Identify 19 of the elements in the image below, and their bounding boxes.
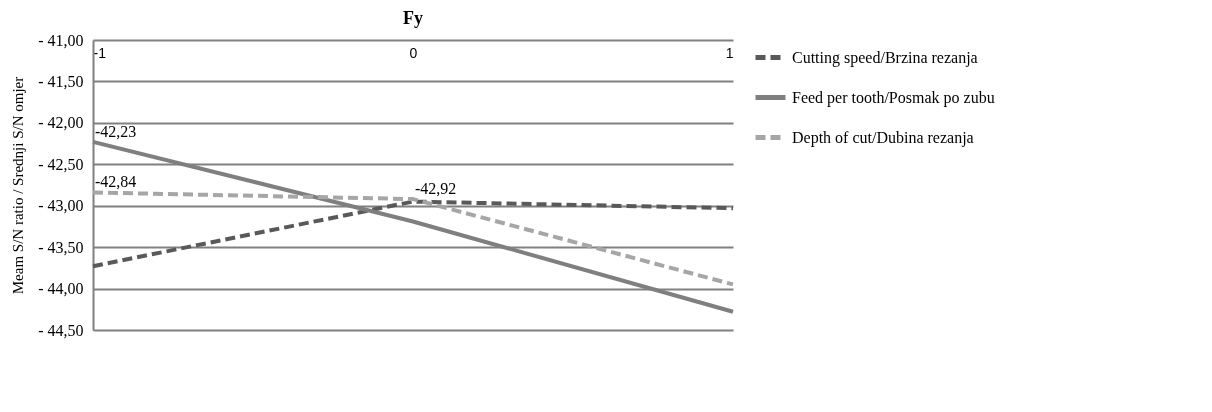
y-tick-label: - 44,50 (38, 321, 84, 339)
y-tick-label: - 42,00 (38, 114, 84, 132)
y-tick-label: - 41,00 (38, 31, 84, 49)
y-tick-label: - 42,50 (38, 155, 84, 173)
legend-label: Cutting speed/Brzina rezanja (792, 48, 978, 67)
y-tick-label: - 43,00 (38, 197, 84, 215)
x-tick-label: 0 (409, 44, 418, 61)
x-tick-label: 1 (725, 44, 734, 61)
data-label: -42,23 (95, 122, 137, 140)
legend-label: Depth of cut/Dubina rezanja (792, 128, 974, 147)
x-tick-label: -1 (93, 44, 107, 61)
y-tick-label: - 44,00 (38, 280, 84, 298)
y-tick-label: - 43,50 (38, 238, 84, 256)
legend-label: Feed per tooth/Posmak po zubu (792, 88, 995, 107)
data-label: -42,84 (95, 173, 137, 191)
data-label: -42,92 (415, 180, 457, 198)
y-axis-title: Meam S/N ratio / Srednji S/N omjer (10, 76, 27, 295)
y-tick-label: - 41,50 (38, 72, 84, 90)
chart-title: Fy (403, 8, 423, 28)
